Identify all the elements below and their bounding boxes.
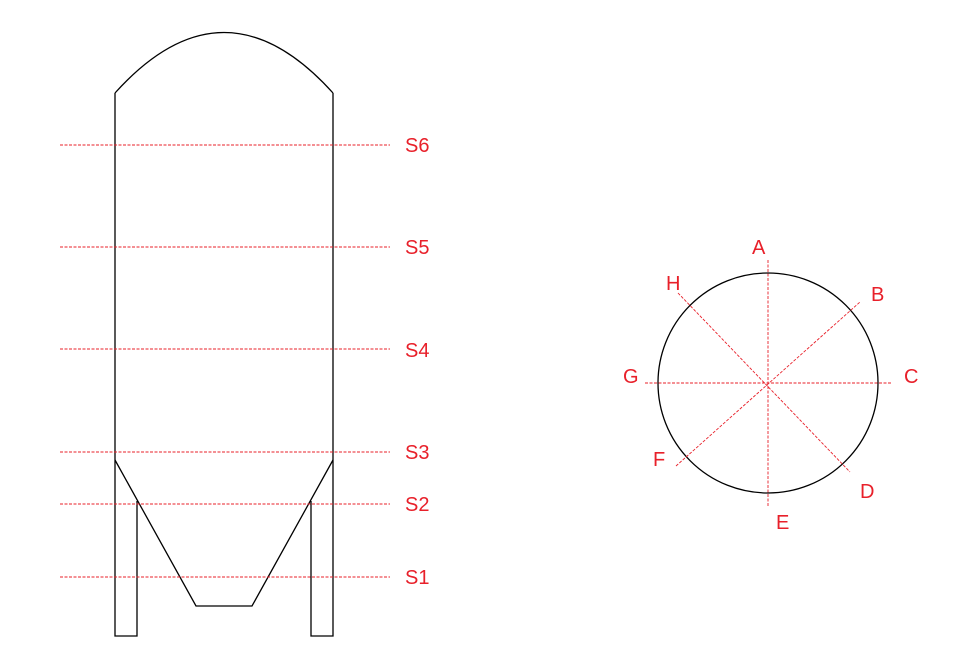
direction-label-d: D <box>860 481 874 503</box>
section-label-s2: S2 <box>405 494 429 516</box>
right-support-leg <box>310 460 334 637</box>
silo-elevation: S6 S5 S4 S3 S2 S1 <box>60 31 429 637</box>
direction-label-g: G <box>623 366 639 388</box>
section-label-s5: S5 <box>405 237 429 259</box>
silo-hopper <box>114 459 334 607</box>
silo-plan-circle <box>657 272 879 494</box>
silo-dome <box>114 31 334 94</box>
axis-line-f-b <box>675 301 861 467</box>
direction-label-a: A <box>752 237 766 259</box>
section-label-s1: S1 <box>405 567 429 589</box>
left-support-leg <box>114 460 138 637</box>
silo-plan: A B C D E F G H <box>623 237 918 534</box>
direction-label-h: H <box>666 273 680 295</box>
axis-line-h-d <box>677 292 851 473</box>
direction-label-e: E <box>776 512 789 534</box>
section-label-s3: S3 <box>405 442 429 464</box>
direction-label-b: B <box>871 284 884 306</box>
direction-label-c: C <box>904 366 918 388</box>
section-label-s4: S4 <box>405 340 429 362</box>
direction-label-f: F <box>653 449 665 471</box>
section-label-s6: S6 <box>405 135 429 157</box>
